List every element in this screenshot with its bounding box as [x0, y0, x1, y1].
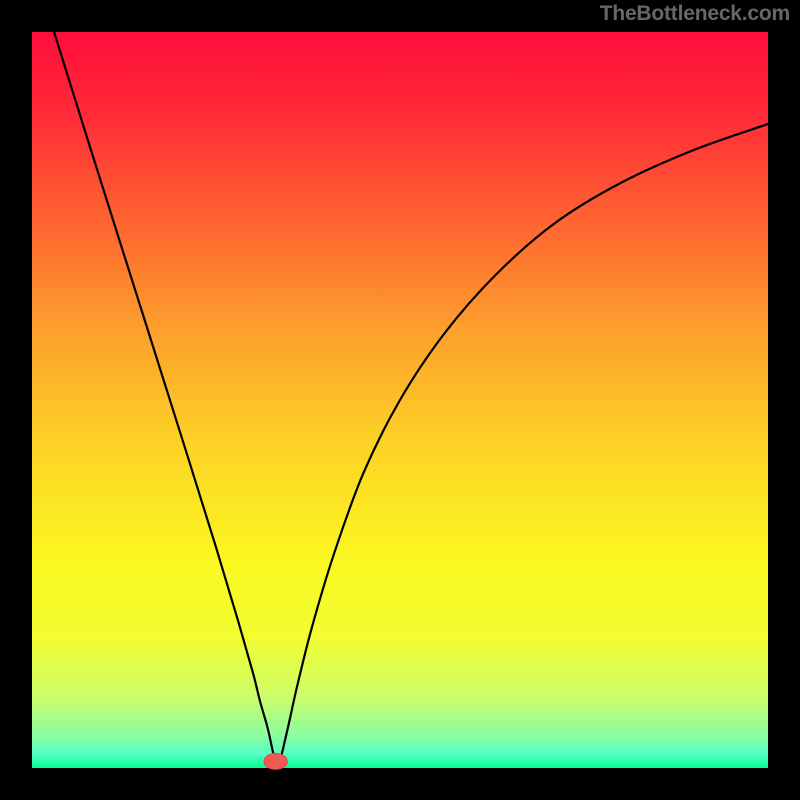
chart-svg	[0, 0, 800, 800]
watermark-text: TheBottleneck.com	[600, 2, 790, 26]
optimal-point-marker	[264, 753, 288, 769]
bottleneck-chart: TheBottleneck.com	[0, 0, 800, 800]
